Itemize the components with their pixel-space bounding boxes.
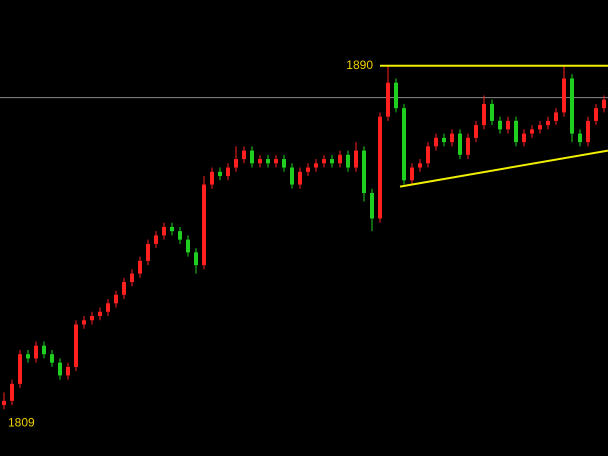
candle-body <box>322 159 326 164</box>
candle-body <box>234 159 238 168</box>
candle-body <box>506 120 510 130</box>
candle-body <box>330 159 334 164</box>
trendline <box>399 149 608 188</box>
candle-body <box>570 78 574 134</box>
candle-body <box>250 150 254 164</box>
candle-body <box>138 260 142 274</box>
candle-body <box>482 103 486 126</box>
candle-body <box>82 320 86 325</box>
candle-body <box>594 108 598 121</box>
candle-body <box>434 137 438 147</box>
candle-body <box>386 82 390 117</box>
candle-body <box>170 226 174 232</box>
candle-body <box>106 303 110 312</box>
candle-body <box>410 167 414 181</box>
candle-body <box>186 239 190 253</box>
candle-body <box>578 133 582 143</box>
candle-body <box>466 137 470 155</box>
candle-body <box>522 133 526 143</box>
candle-body <box>258 159 262 164</box>
candle-body <box>306 167 310 172</box>
candle-body <box>202 184 206 266</box>
candle-body <box>442 137 446 143</box>
price-label: 1809 <box>8 416 35 430</box>
candle-body <box>130 273 134 283</box>
candle-body <box>242 150 246 160</box>
candle-body <box>194 252 198 266</box>
price-label: 1890 <box>346 58 373 72</box>
candle-body <box>34 345 38 359</box>
candle-body <box>282 159 286 168</box>
candle-body <box>98 311 102 317</box>
candle-body <box>458 133 462 155</box>
candle-body <box>154 235 158 244</box>
candle-body <box>266 159 270 164</box>
candle-body <box>490 103 494 121</box>
candle-body <box>450 133 454 143</box>
candle-body <box>290 167 294 185</box>
candle-body <box>2 400 6 406</box>
candle-body <box>298 171 302 185</box>
candle-body <box>362 150 366 194</box>
candle-body <box>546 120 550 126</box>
candle-body <box>58 362 62 376</box>
candle-body <box>90 316 94 321</box>
candle-body <box>474 125 478 138</box>
candle-body <box>338 154 342 164</box>
candle-body <box>42 345 46 355</box>
candle-body <box>402 108 406 181</box>
candle-body <box>562 78 566 113</box>
candle-body <box>378 116 382 219</box>
candle-body <box>602 99 606 109</box>
candle-body <box>370 193 374 219</box>
candle-body <box>498 120 502 130</box>
candle-body <box>514 120 518 143</box>
candle-body <box>50 354 54 363</box>
candle-body <box>226 167 230 177</box>
candle-body <box>418 163 422 168</box>
candle-body <box>354 150 358 168</box>
candle-body <box>538 125 542 130</box>
candle-body <box>74 324 78 367</box>
candle-body <box>146 243 150 261</box>
candle-body <box>10 383 14 401</box>
candle-body <box>18 354 22 384</box>
candle-body <box>178 231 182 240</box>
candle-body <box>274 159 278 164</box>
candle-body <box>394 82 398 109</box>
candle-body <box>114 294 118 304</box>
candle-body <box>346 154 350 168</box>
candle-body <box>122 282 126 295</box>
candle-body <box>426 146 430 164</box>
candle-body <box>66 366 70 376</box>
candle-body <box>586 120 590 143</box>
candle-body <box>530 129 534 134</box>
candle-body <box>314 163 318 168</box>
candle-body <box>26 354 30 359</box>
candle-body <box>210 171 214 185</box>
candle-body <box>162 226 166 236</box>
candle-body <box>218 171 222 177</box>
candle-body <box>554 112 558 121</box>
